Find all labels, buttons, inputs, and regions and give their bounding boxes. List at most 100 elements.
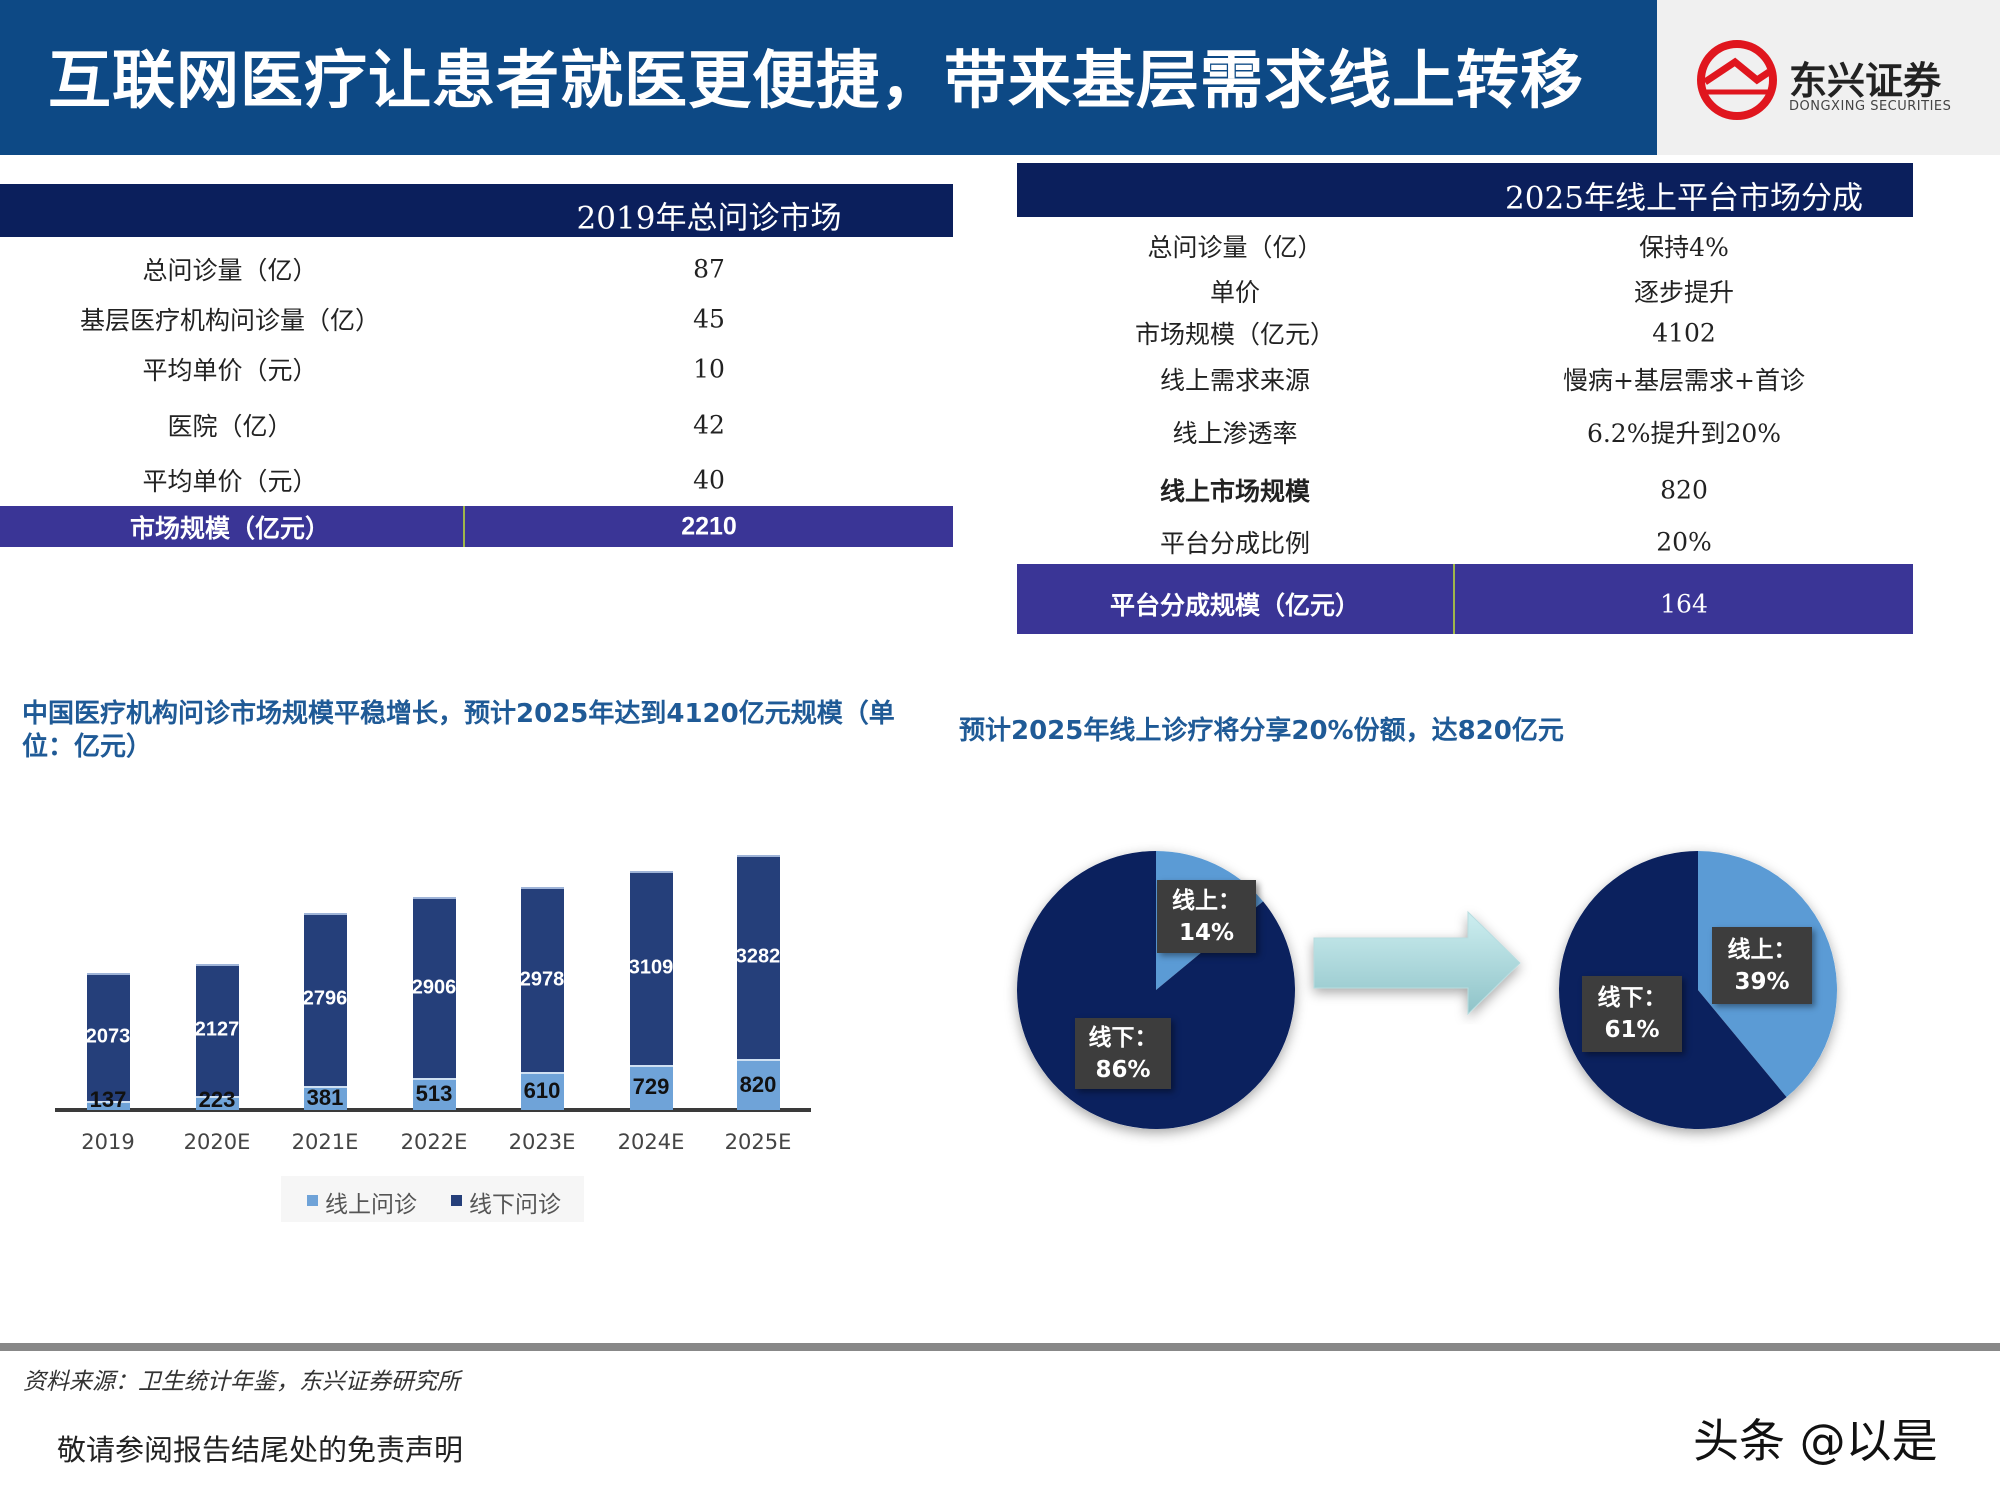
table-row-value: 保持4% xyxy=(1639,233,1729,262)
pie-label-value: 14% xyxy=(1178,919,1235,946)
table-row-value: 10 xyxy=(693,354,725,384)
table-2025-header: 2025年线上平台市场分成 xyxy=(1017,163,1913,217)
table-row-label: 线上渗透率 xyxy=(1172,419,1298,448)
bar-online xyxy=(86,1101,130,1110)
table-row-value: 820 xyxy=(1660,475,1708,505)
table-row-label: 医院（亿） xyxy=(167,412,293,441)
legend-online: 线上问诊 xyxy=(325,1192,417,1218)
data-label-online: 381 xyxy=(306,1085,344,1111)
logo-en: DONGXING SECURITIES xyxy=(1789,99,1952,114)
pie-label-name: 线上： xyxy=(1172,887,1241,914)
pie-label-name: 线上： xyxy=(1727,936,1797,963)
bar-online xyxy=(629,1064,673,1110)
table-row-value: 40 xyxy=(693,465,725,495)
company-logo: 东兴证券 DONGXING SECURITIES xyxy=(1657,0,2000,155)
table-row-value: 4102 xyxy=(1652,318,1716,348)
x-tick-label: 2019 xyxy=(81,1130,135,1154)
table-row-value: 慢病+基层需求+首诊 xyxy=(1563,366,1805,395)
table-2019-title: 2019年总问诊市场 xyxy=(576,200,842,237)
x-tick-label: 2023E xyxy=(508,1130,576,1154)
bar-offline xyxy=(303,912,347,1087)
table-row-value: 87 xyxy=(693,254,725,284)
data-label-online: 610 xyxy=(523,1078,561,1104)
table-2019-total-row: 市场规模（亿元） 2210 xyxy=(0,506,953,547)
data-label-online: 513 xyxy=(415,1081,453,1107)
pie-data-label: 线上： 14% xyxy=(1157,880,1256,953)
x-tick-label: 2020E xyxy=(183,1130,251,1154)
logo-emblem-icon xyxy=(1697,40,1777,120)
page-title: 互联网医疗让患者就医更便捷，带来基层需求线上转移 xyxy=(48,44,1584,117)
table-2025: 总问诊量（亿） 保持4% 单价 逐步提升市场规模（亿元） 4102 线上需求来源 慢病+基层… xyxy=(0,0,2000,560)
table-row-label: 平台分成比例 xyxy=(1159,529,1311,558)
header-bar: 互联网医疗让患者就医更便捷，带来基层需求线上转移 xyxy=(0,0,1657,155)
disclaimer: 敬请参阅报告结尾处的免责声明 xyxy=(57,1433,464,1467)
table-2019-header: 2019年总问诊市场 xyxy=(0,184,953,237)
total-value: 2210 xyxy=(681,512,737,541)
table-row-label: 线上需求来源 xyxy=(1159,366,1311,395)
table-row-value: 42 xyxy=(693,410,725,440)
bar-online xyxy=(736,1059,780,1110)
table-2019: 总问诊量（亿） 87 基层医疗机构问诊量（亿） 45 平均单价（元） 10 医院（亿） 42 平… xyxy=(0,0,953,560)
table-2025-title: 2025年线上平台市场分成 xyxy=(1505,180,1863,217)
footer-divider xyxy=(0,1343,2000,1351)
table-row-label: 总问诊量（亿） xyxy=(1147,233,1323,262)
table-2025-total-row: 平台分成规模（亿元） 164 xyxy=(1017,564,1913,634)
pie-label-value: 86% xyxy=(1095,1056,1151,1083)
table-row-label: 线上市场规模 xyxy=(1159,477,1311,506)
pie-charts xyxy=(1016,851,1837,1129)
pie-label-name: 线下： xyxy=(1088,1024,1158,1051)
pie-label-value: 39% xyxy=(1734,968,1790,995)
bar-offline xyxy=(86,972,130,1102)
divider xyxy=(1453,564,1455,634)
pie-data-label: 线下： 86% xyxy=(1075,1018,1171,1089)
data-label-online: 137 xyxy=(89,1087,127,1112)
legend-swatch-offline xyxy=(451,1195,462,1206)
data-label-online: 729 xyxy=(632,1074,670,1100)
x-tick-label: 2021E xyxy=(291,1130,359,1154)
legend-swatch-online xyxy=(307,1195,318,1206)
legend-offline: 线下问诊 xyxy=(469,1192,561,1218)
data-label-offline: 2073 xyxy=(85,1025,131,1048)
table-row-label: 市场规模（亿元） xyxy=(1134,320,1336,349)
source-note: 资料来源：卫生统计年鉴，东兴证券研究所 xyxy=(23,1369,460,1395)
data-label-offline: 2978 xyxy=(519,968,565,991)
data-label-offline: 3282 xyxy=(735,945,781,968)
bar-offline xyxy=(412,897,456,1079)
pie-label-value: 61% xyxy=(1604,1017,1660,1043)
table-row-label: 单价 xyxy=(1209,278,1261,307)
legend: 线上问诊 线下问诊 xyxy=(281,1176,584,1222)
pie-data-label: 线下： 61% xyxy=(1582,976,1682,1052)
bar-online xyxy=(195,1096,239,1110)
data-label-online: 820 xyxy=(739,1071,777,1097)
data-label-offline: 2906 xyxy=(411,976,457,999)
table-row-value: 逐步提升 xyxy=(1633,278,1735,307)
total-value: 164 xyxy=(1660,589,1708,619)
x-tick-label: 2024E xyxy=(617,1130,685,1154)
data-label-online: 223 xyxy=(198,1087,236,1112)
x-tick-label: 2025E xyxy=(724,1130,792,1154)
data-label-offline: 2796 xyxy=(302,987,348,1010)
table-row-label: 平均单价（元） xyxy=(142,467,318,496)
x-axis-line xyxy=(55,1108,811,1112)
total-label: 平台分成规模（亿元） xyxy=(1109,591,1361,620)
watermark: 头条 @以是 xyxy=(1693,1414,1938,1468)
logo-cn: 东兴证券 xyxy=(1789,59,1942,103)
arrow-icon xyxy=(1313,910,1521,1016)
table-row-value: 20% xyxy=(1656,527,1712,557)
bar-offline xyxy=(629,871,673,1065)
bar-online xyxy=(520,1072,564,1110)
bar-chart-title: 中国医疗机构问诊市场规模平稳增长，预计2025年达到4120亿元规模（单位：亿元… xyxy=(22,699,895,762)
bar-chart: 137 2073 2019 223 2127 2020E 381 2796 2021E 513 29… xyxy=(0,0,1000,1300)
data-label-offline: 3109 xyxy=(628,956,674,979)
divider xyxy=(463,506,465,547)
table-row-value: 45 xyxy=(693,304,725,334)
table-row-label: 总问诊量（亿） xyxy=(142,256,318,285)
bar-offline xyxy=(195,963,239,1097)
total-label: 市场规模（亿元） xyxy=(129,514,331,543)
bar-online xyxy=(412,1078,456,1110)
table-row-label: 基层医疗机构问诊量（亿） xyxy=(79,306,381,335)
x-tick-label: 2022E xyxy=(400,1130,468,1154)
bar-offline xyxy=(520,886,564,1073)
bar-online xyxy=(303,1086,347,1110)
pie-chart-title: 预计2025年线上诊疗将分享20%份额，达820亿元 xyxy=(959,716,1564,746)
